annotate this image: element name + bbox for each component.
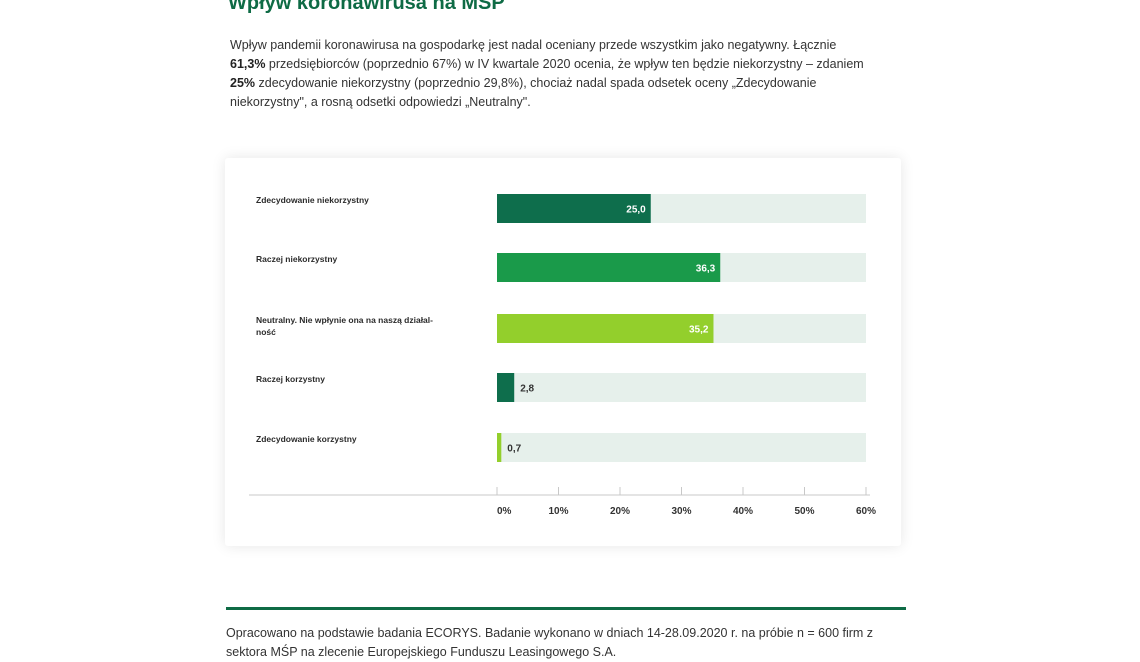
bar-track (497, 433, 866, 462)
data-label: 36,3 (696, 264, 716, 275)
category-label: Zdecydowanie korzystny (256, 434, 357, 444)
category-label: Raczej niekorzystny (256, 254, 338, 264)
data-label: 2,8 (520, 384, 534, 395)
bar (497, 253, 721, 282)
x-tick-label: 30% (671, 506, 691, 517)
bar-chart: Zdecydowanie niekorzystny 25,0 Raczej niek… (249, 194, 876, 517)
x-tick-label: 0% (497, 506, 512, 517)
x-tick-label: 10% (548, 506, 568, 517)
footer-divider (226, 607, 906, 610)
bar (497, 433, 502, 462)
intro-text-3: zdecydowanie niekorzystny (poprzednio 29… (230, 76, 817, 109)
page-title: Wpływ koronawirusa na MŚP (228, 0, 505, 14)
chart-card: Zdecydowanie niekorzystny 25,0 Raczej niek… (225, 158, 901, 546)
x-tick-label: 20% (610, 506, 630, 517)
bar-track (497, 373, 866, 402)
x-tick-label: 40% (733, 506, 753, 517)
bar (497, 373, 515, 402)
data-label: 35,2 (689, 325, 709, 336)
bar (497, 314, 714, 343)
data-label: 0,7 (507, 444, 521, 455)
x-tick-label: 50% (794, 506, 814, 517)
intro-bold-2: 25% (230, 76, 256, 90)
footer-note: Opracowano na podstawie badania ECORYS. … (226, 626, 874, 659)
intro-paragraph: Wpływ pandemii koronawirusa na gospodark… (230, 36, 870, 112)
bar (497, 194, 651, 223)
category-label: Neutralny. Nie wpłynie ona na naszą dzia… (256, 315, 433, 337)
data-label: 25,0 (626, 205, 646, 216)
x-tick-label: 60% (856, 506, 876, 517)
category-label: Zdecydowanie niekorzystny (256, 195, 369, 205)
intro-text-1: Wpływ pandemii koronawirusa na gospodark… (230, 38, 837, 52)
category-label: Raczej korzystny (256, 374, 325, 384)
intro-text-2: przedsiębiorców (poprzednio 67%) w IV kw… (265, 57, 864, 71)
intro-bold-1: 61,3% (230, 57, 266, 71)
